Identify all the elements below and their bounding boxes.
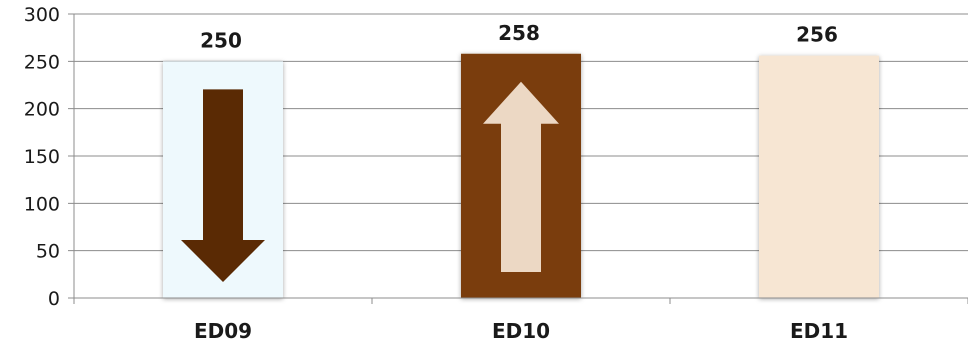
arrow-down-icon <box>181 89 265 282</box>
x-tick-label: ED11 <box>790 319 848 343</box>
y-axis: 0 50 100 150 200 250 300 <box>24 4 75 310</box>
x-tick-label: ED09 <box>194 319 252 343</box>
data-label: 250 <box>200 28 242 52</box>
y-tick-label: 0 <box>48 288 60 310</box>
y-tick-label: 300 <box>24 4 60 26</box>
data-label: 258 <box>498 21 540 45</box>
x-axis: ED09 ED10 ED11 <box>73 297 968 343</box>
bar-series: 250 258 256 <box>163 21 879 299</box>
x-tick-label: ED10 <box>492 319 550 343</box>
y-tick-label: 250 <box>24 51 60 73</box>
bar-ed11 <box>759 55 879 298</box>
arrow-up-icon <box>483 81 559 272</box>
data-label: 256 <box>796 23 838 47</box>
y-tick-label: 150 <box>24 146 60 168</box>
y-tick-label: 200 <box>24 99 60 121</box>
y-tick-label: 100 <box>24 193 60 215</box>
y-tick-label: 50 <box>36 241 60 263</box>
